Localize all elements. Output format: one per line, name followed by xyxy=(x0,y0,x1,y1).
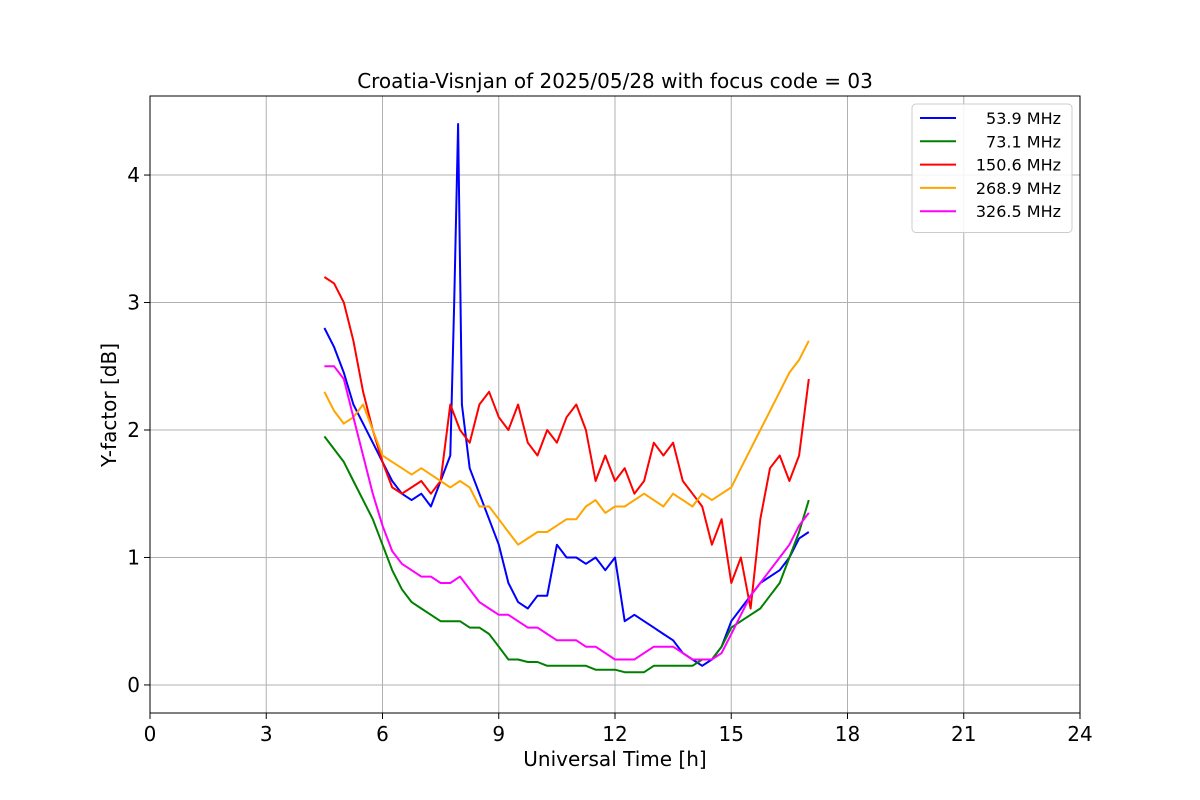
y-tick-label: 4 xyxy=(127,163,140,187)
x-tick-label: 15 xyxy=(719,722,744,746)
series-line-4 xyxy=(323,340,810,546)
legend: 53.9 MHz 73.1 MHz 150.6 MHz 268.9 MHz 326.5 … xyxy=(911,103,1073,233)
x-tick-label: 3 xyxy=(260,722,273,746)
legend-label: 73.1 MHz xyxy=(986,132,1061,151)
x-axis-label: Universal Time [h] xyxy=(523,747,706,771)
legend-box xyxy=(911,103,1073,233)
x-tick-label: 6 xyxy=(376,722,389,746)
legend-label: 268.9 MHz xyxy=(976,179,1061,198)
x-tick-label: 12 xyxy=(602,722,627,746)
y-axis-label: Y-factor [dB] xyxy=(97,343,121,468)
series-layer xyxy=(323,123,810,674)
y-tick-label: 2 xyxy=(127,418,140,442)
x-tick-label: 24 xyxy=(1067,722,1092,746)
series-line-5 xyxy=(324,365,810,661)
chart-title: Croatia-Visnjan of 2025/05/28 with focus… xyxy=(357,69,873,93)
legend-label: 53.9 MHz xyxy=(986,109,1061,128)
y-tick-label: 3 xyxy=(127,291,140,315)
y-tick-label: 1 xyxy=(127,545,140,569)
series-line-3 xyxy=(323,276,810,610)
legend-label: 326.5 MHz xyxy=(976,202,1061,221)
y-tick-label: 0 xyxy=(127,673,140,697)
x-tick-label: 21 xyxy=(951,722,976,746)
x-tick-label: 9 xyxy=(492,722,505,746)
x-tick-label: 18 xyxy=(835,722,860,746)
series-line-2 xyxy=(323,435,810,674)
x-tick-label: 0 xyxy=(144,722,157,746)
legend-label: 150.6 MHz xyxy=(976,156,1061,175)
